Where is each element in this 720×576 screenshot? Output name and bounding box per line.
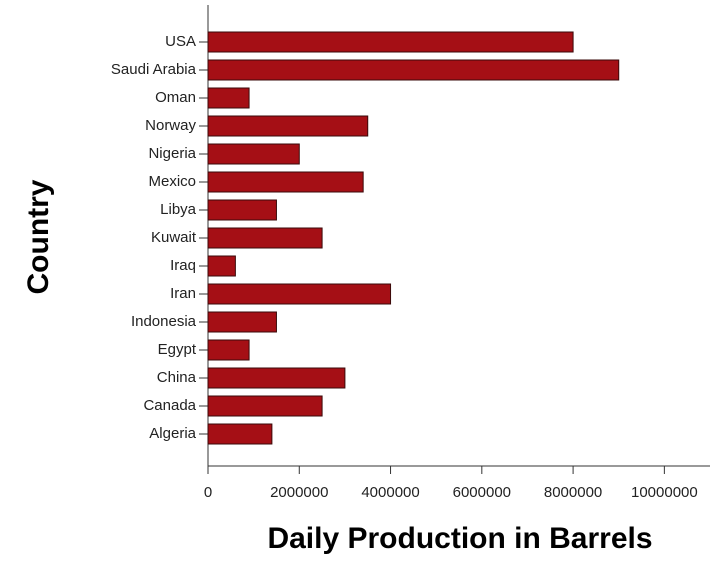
x-tick-label: 8000000 bbox=[544, 484, 602, 501]
bar bbox=[207, 339, 250, 361]
y-tick-label: China bbox=[157, 369, 197, 386]
bar bbox=[207, 143, 300, 165]
x-axis-title: Daily Production in Barrels bbox=[267, 522, 652, 555]
x-tick-label: 4000000 bbox=[361, 484, 419, 501]
y-tick-label: Iran bbox=[170, 285, 196, 302]
x-tick-label: 6000000 bbox=[453, 484, 511, 501]
bar bbox=[207, 199, 277, 221]
bar bbox=[207, 171, 364, 193]
bar bbox=[207, 87, 250, 109]
y-tick-label: Indonesia bbox=[131, 313, 197, 330]
bar bbox=[207, 311, 277, 333]
bar bbox=[207, 367, 346, 389]
y-tick-label: Canada bbox=[143, 397, 196, 414]
bar bbox=[207, 423, 273, 445]
bar bbox=[207, 255, 236, 277]
x-tick-label: 10000000 bbox=[631, 484, 698, 501]
bar bbox=[207, 395, 323, 417]
bar bbox=[207, 31, 574, 53]
y-axis-title: Country bbox=[22, 179, 55, 294]
y-tick-label: Mexico bbox=[148, 173, 196, 190]
y-tick-label: Iraq bbox=[170, 257, 196, 274]
y-tick-label: Norway bbox=[145, 117, 196, 134]
y-tick-label: Libya bbox=[160, 201, 197, 218]
bar bbox=[207, 227, 323, 249]
y-tick-label: Egypt bbox=[158, 341, 197, 358]
y-tick-label: Kuwait bbox=[151, 229, 197, 246]
bar bbox=[207, 283, 392, 305]
bar bbox=[207, 59, 620, 81]
y-tick-label: Nigeria bbox=[148, 145, 196, 162]
y-tick-label: Algeria bbox=[149, 425, 196, 442]
y-tick-label: Oman bbox=[155, 89, 196, 106]
y-tick-label: Saudi Arabia bbox=[111, 61, 197, 78]
y-tick-label: USA bbox=[165, 33, 196, 50]
x-tick-label: 0 bbox=[204, 484, 212, 501]
bar bbox=[207, 115, 369, 137]
x-tick-label: 2000000 bbox=[270, 484, 328, 501]
